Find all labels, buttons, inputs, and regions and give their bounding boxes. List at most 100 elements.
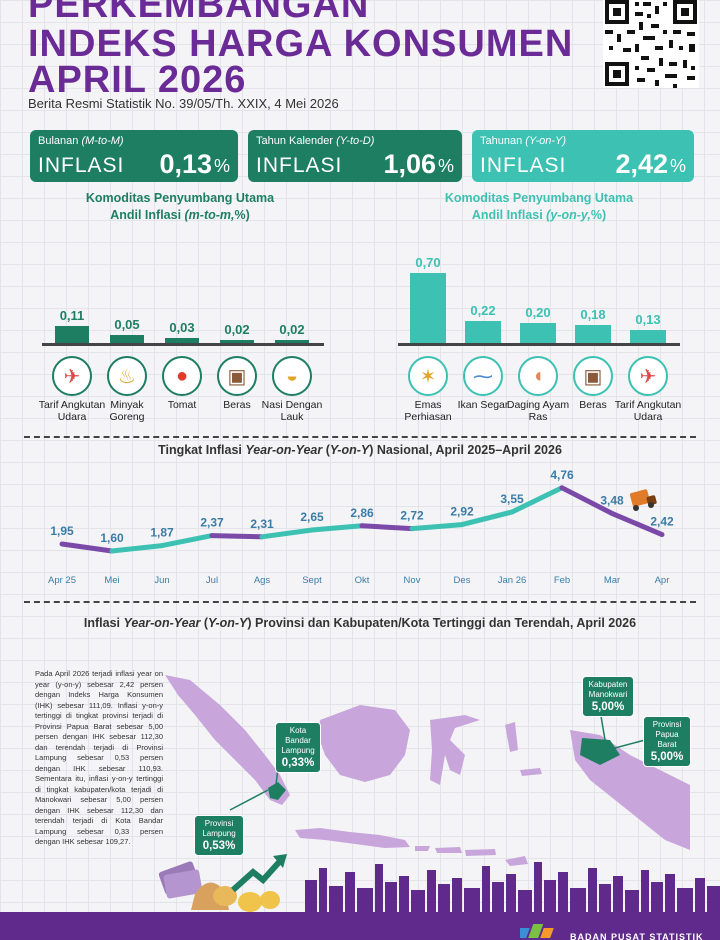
divider-2 — [24, 601, 696, 603]
callout-papua-barat-name: Provinsi Papua Barat — [652, 720, 682, 749]
bps-logo-icon — [516, 922, 564, 940]
city-skyline-icon — [300, 858, 720, 914]
yoy-bar — [410, 273, 446, 343]
callout-provinsi-lampung: Provinsi Lampung 0,53% — [194, 815, 244, 856]
gold-jewelry-icon: ✶ — [408, 356, 448, 396]
qr-code-icon[interactable] — [603, 0, 699, 88]
line-point-label: 2,31 — [250, 517, 274, 531]
card-monthly-word: INFLASI — [38, 154, 125, 177]
line-segment — [59, 541, 115, 554]
x-axis-tick-label: Nov — [404, 575, 421, 586]
mtm-category-label: Nasi Dengan Lauk — [261, 399, 323, 423]
airplane-icon: ✈ — [628, 356, 668, 396]
card-yoy: Tahunan (Y-on-Y) INFLASI 2,42 % — [472, 130, 694, 182]
callout-manokwari-name: Kabupaten Manokwari — [588, 680, 628, 699]
rice-meal-icon: ◒ — [272, 356, 312, 396]
line-segment — [609, 510, 665, 538]
card-ytd: Tahun Kalender (Y-to-D) INFLASI 1,06 % — [248, 130, 462, 182]
rice-sack-icon: ▣ — [217, 356, 257, 396]
mtm-category-label: Beras — [223, 399, 251, 411]
x-axis-tick-label: Feb — [554, 575, 570, 586]
x-axis-tick-label: Jun — [154, 575, 169, 586]
yoy-bar-value: 0,13 — [635, 312, 661, 327]
yoy-category-label: Daging Ayam Ras — [506, 399, 570, 423]
line-segment — [309, 523, 365, 533]
airplane-icon: ✈ — [52, 356, 92, 396]
callout-lampung-value: 0,53% — [202, 840, 236, 852]
line-point-label: 2,86 — [350, 506, 374, 520]
callout-bandar-lampung-value: 0,33% — [281, 757, 315, 769]
map-title-mid: ( — [200, 616, 209, 630]
line-point-label: 1,87 — [150, 526, 174, 540]
yoy-bar — [520, 323, 556, 343]
yoy-title-suffix: %) — [590, 208, 607, 222]
x-axis-tick-label: Ags — [254, 575, 271, 586]
card-ytd-label: Tahun Kalender — [256, 135, 334, 147]
yoy-category-label: Emas Perhiasan — [404, 399, 452, 423]
card-yoy-value: 2,42 — [615, 149, 668, 179]
callout-papua-barat: Provinsi Papua Barat 5,00% — [643, 716, 691, 767]
title-line-3: APRIL 2026 — [28, 59, 247, 101]
money-growth-icon — [155, 852, 290, 914]
line-point-label: 1,95 — [50, 524, 74, 538]
mtm-category-label: Minyak Goreng — [109, 399, 145, 423]
yoy-title: Komoditas Penyumbang Utama Andil Inflasi… — [410, 190, 668, 224]
card-yoy-word: INFLASI — [480, 154, 567, 177]
yoy-title-prefix: Andil Inflasi — [471, 208, 547, 222]
cooking-oil-icon: ♨ — [107, 356, 147, 396]
mtm-bar — [55, 325, 89, 343]
x-axis-tick-label: Des — [454, 575, 471, 586]
mtm-title: Komoditas Penyumbang Utama Andil Inflasi… — [50, 190, 310, 224]
line-point-label: 3,48 — [600, 493, 624, 507]
card-yoy-unit: % — [669, 156, 686, 176]
mtm-category-label: Tarif Angkutan Udara — [38, 399, 106, 423]
line-segment — [409, 522, 465, 532]
line-segment — [459, 509, 515, 528]
mtm-bar-value: 0,02 — [224, 321, 250, 337]
mtm-bar — [275, 339, 309, 343]
line-segment — [109, 543, 165, 554]
yoy-bar — [630, 330, 666, 343]
chicken-meat-icon: ◖ — [518, 356, 558, 396]
line-segment — [509, 485, 565, 515]
mtm-bar — [220, 339, 254, 343]
line-title-prefix: Tingkat Inflasi — [158, 443, 246, 457]
yoy-title-italic: (y-on-y, — [546, 208, 591, 222]
title-line-2: INDEKS HARGA KONSUMEN — [28, 23, 574, 65]
card-ytd-label-italic: (Y-to-D) — [336, 135, 375, 147]
mtm-title-italic: (m-to-m, — [184, 208, 235, 222]
line-segment — [359, 523, 415, 532]
footer-bar — [0, 912, 720, 940]
yoy-bar-baseline — [398, 343, 680, 346]
yoy-line-chart: 1,95 Apr 25 1,60 Mei 1,87 Jun 2,37 Jul 2,31 Ags 2,… — [48, 468, 674, 586]
yoy-category-label: Tarif Angkutan Udara — [614, 399, 682, 423]
x-axis-tick-label: Apr — [655, 575, 670, 586]
line-point-label: 4,76 — [550, 468, 574, 482]
mtm-bar-value: 0,03 — [169, 320, 195, 336]
mtm-category-label: Tomat — [167, 399, 197, 411]
title-line-1: PERKEMBANGAN — [28, 0, 370, 26]
card-monthly-label-italic: (M-to-M) — [81, 135, 124, 147]
card-monthly-unit: % — [213, 156, 230, 176]
x-axis-tick-label: Sept — [302, 575, 322, 586]
mtm-bar-value: 0,11 — [59, 307, 85, 323]
mtm-bar-baseline — [42, 343, 324, 346]
mtm-title-line1: Komoditas Penyumbang Utama — [85, 191, 275, 205]
line-point-label: 2,37 — [200, 516, 224, 530]
line-segment — [209, 533, 265, 540]
indonesia-map — [165, 675, 690, 866]
card-ytd-word: INFLASI — [256, 154, 343, 177]
card-monthly-value: 0,13 — [159, 149, 212, 179]
line-point-label: 1,60 — [100, 531, 124, 545]
card-monthly: Bulanan (M-to-M) INFLASI 0,13 % — [30, 130, 238, 182]
fish-icon: ⁓ — [463, 356, 503, 396]
yoy-title-line1: Komoditas Penyumbang Utama — [444, 191, 634, 205]
map-title-italic2: Y-on-Y — [208, 616, 248, 630]
callout-manokwari: Kabupaten Manokwari 5,00% — [582, 676, 634, 717]
card-ytd-value: 1,06 — [383, 149, 436, 179]
x-axis-tick-label: Mei — [104, 575, 119, 586]
callout-manokwari-value: 5,00% — [591, 701, 625, 713]
callout-papua-barat-value: 5,00% — [650, 751, 684, 763]
divider-1 — [24, 436, 696, 438]
delivery-truck-icon — [627, 487, 661, 513]
